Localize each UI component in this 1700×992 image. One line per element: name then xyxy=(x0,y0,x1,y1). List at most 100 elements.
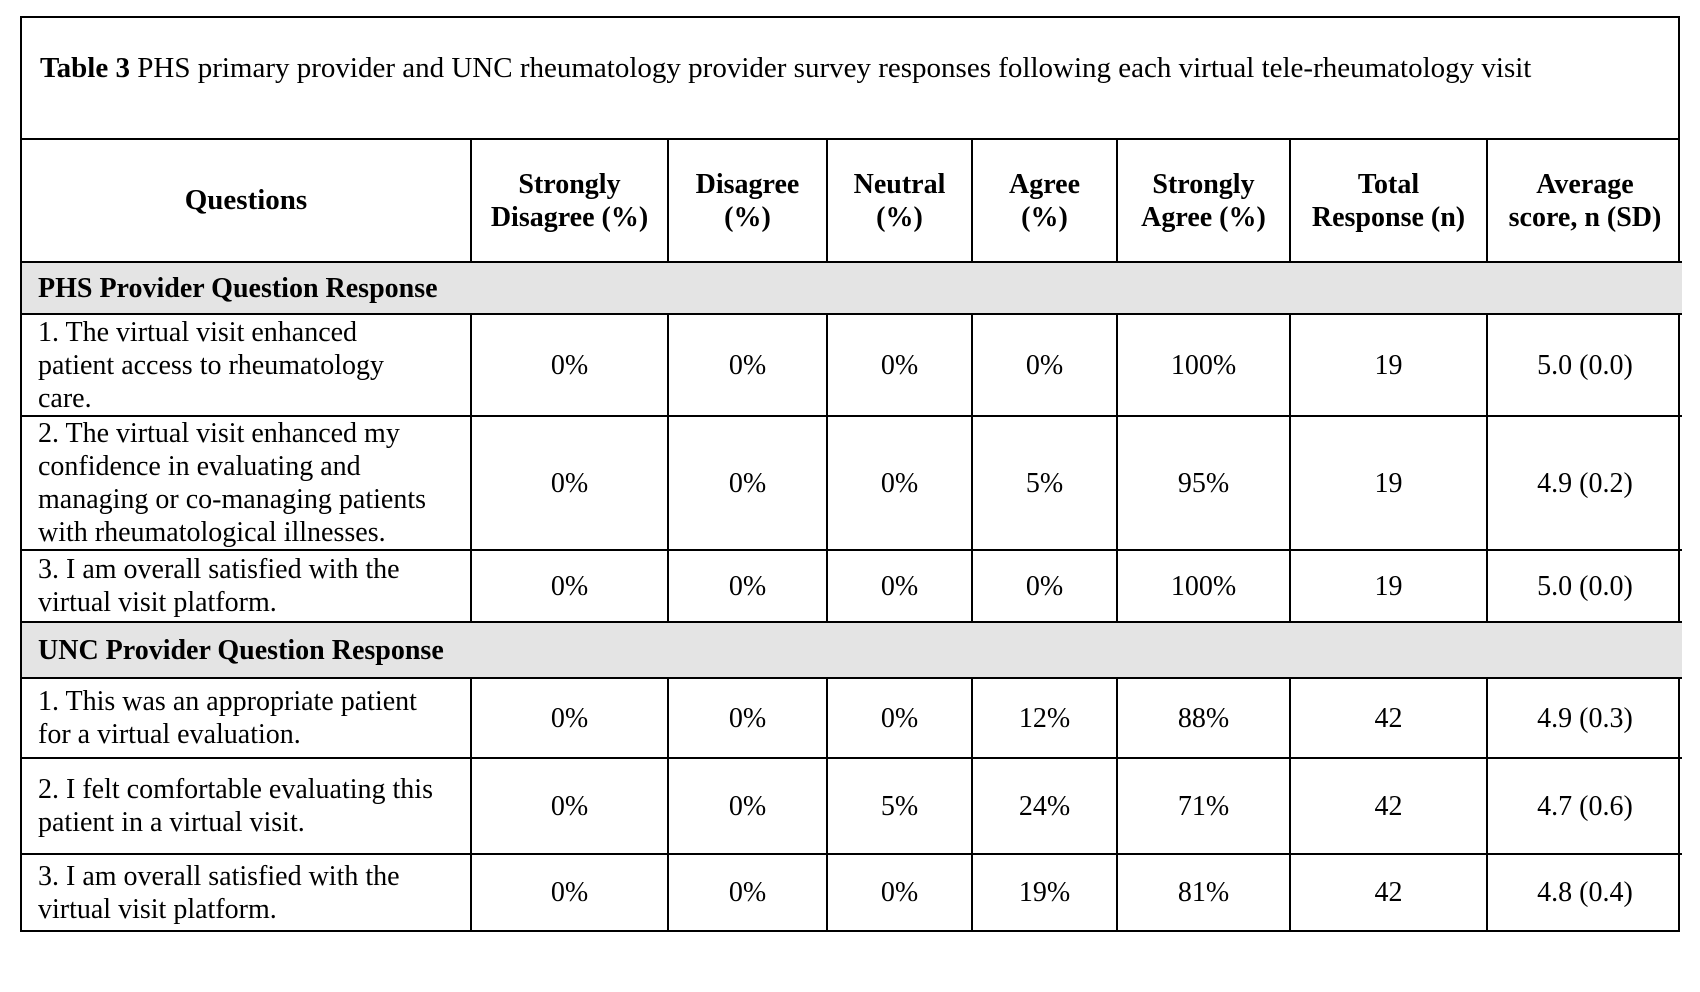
header-row: Questions Strongly Disagree (%) Disagree(… xyxy=(22,140,1682,262)
header-neutral: Neutral (%) xyxy=(827,140,972,262)
total-cell: 42 xyxy=(1290,758,1487,854)
header-strongly-agree: Strongly Agree (%) xyxy=(1117,140,1290,262)
strongly-disagree-cell: 0% xyxy=(471,758,668,854)
neutral-cell: 5% xyxy=(827,758,972,854)
header-strongly-agree-line1: Strongly xyxy=(1152,169,1254,200)
disagree-cell: 0% xyxy=(668,416,827,550)
header-disagree-line2: (%) xyxy=(724,202,771,233)
section-row-unc: UNC Provider Question Response xyxy=(22,622,1682,678)
neutral-cell: 0% xyxy=(827,854,972,930)
table-caption: Table 3 PHS primary provider and UNC rhe… xyxy=(22,18,1678,140)
question-line: virtual visit platform. xyxy=(38,894,277,925)
question-line: 2. I felt comfortable evaluating this xyxy=(38,774,433,805)
agree-cell: 19% xyxy=(972,854,1117,930)
disagree-cell: 0% xyxy=(668,758,827,854)
table-caption-text: PHS primary provider and UNC rheumatolog… xyxy=(130,52,1531,84)
header-strongly-agree-line2: Agree (%) xyxy=(1141,202,1266,233)
question-cell: 1. The virtual visit enhanced patient acc… xyxy=(22,314,471,416)
strongly-agree-cell: 81% xyxy=(1117,854,1290,930)
header-agree: Agree (%) xyxy=(972,140,1117,262)
question-line: confidence in evaluating and xyxy=(38,451,361,482)
agree-cell: 0% xyxy=(972,314,1117,416)
table-caption-label: Table 3 xyxy=(40,52,130,84)
disagree-cell: 0% xyxy=(668,550,827,622)
total-cell: 19 xyxy=(1290,416,1487,550)
agree-cell: 12% xyxy=(972,678,1117,758)
strongly-disagree-cell: 0% xyxy=(471,416,668,550)
strongly-agree-cell: 100% xyxy=(1117,550,1290,622)
strongly-disagree-cell: 0% xyxy=(471,678,668,758)
header-agree-line1: Agree xyxy=(1009,169,1080,200)
total-cell: 42 xyxy=(1290,854,1487,930)
question-line: 1. The virtual visit enhanced xyxy=(38,317,357,348)
survey-table: Questions Strongly Disagree (%) Disagree(… xyxy=(22,140,1682,930)
average-cell: 5.0 (0.0) xyxy=(1487,314,1682,416)
average-cell: 4.9 (0.2) xyxy=(1487,416,1682,550)
agree-cell: 24% xyxy=(972,758,1117,854)
disagree-cell: 0% xyxy=(668,678,827,758)
total-cell: 19 xyxy=(1290,314,1487,416)
average-cell: 5.0 (0.0) xyxy=(1487,550,1682,622)
table-row: 2. The virtual visit enhanced my confiden… xyxy=(22,416,1682,550)
question-line: care. xyxy=(38,383,92,414)
header-strongly-disagree-line1: Strongly xyxy=(518,169,620,200)
strongly-agree-cell: 100% xyxy=(1117,314,1290,416)
strongly-agree-cell: 95% xyxy=(1117,416,1290,550)
table-row: 3. I am overall satisfied with the virtua… xyxy=(22,550,1682,622)
question-line: 2. The virtual visit enhanced my xyxy=(38,418,400,449)
question-cell: 2. I felt comfortable evaluating this pat… xyxy=(22,758,471,854)
total-cell: 19 xyxy=(1290,550,1487,622)
agree-cell: 0% xyxy=(972,550,1117,622)
strongly-disagree-cell: 0% xyxy=(471,550,668,622)
average-cell: 4.9 (0.3) xyxy=(1487,678,1682,758)
neutral-cell: 0% xyxy=(827,314,972,416)
header-average-score-line1: Average xyxy=(1536,169,1633,200)
header-agree-line2: (%) xyxy=(1021,202,1068,233)
question-line: patient access to rheumatology xyxy=(38,350,384,381)
question-cell: 2. The virtual visit enhanced my confiden… xyxy=(22,416,471,550)
question-line: virtual visit platform. xyxy=(38,587,277,618)
header-average-score: Average score, n (SD) xyxy=(1487,140,1682,262)
header-questions: Questions xyxy=(22,140,471,262)
question-line: 3. I am overall satisfied with the xyxy=(38,861,400,892)
strongly-disagree-cell: 0% xyxy=(471,854,668,930)
average-cell: 4.8 (0.4) xyxy=(1487,854,1682,930)
section-title: UNC Provider Question Response xyxy=(22,622,1682,678)
question-line: with rheumatological illnesses. xyxy=(38,517,386,548)
disagree-cell: 0% xyxy=(668,314,827,416)
table-row: 1. This was an appropriate patient for a … xyxy=(22,678,1682,758)
agree-cell: 5% xyxy=(972,416,1117,550)
disagree-cell: 0% xyxy=(668,854,827,930)
question-line: for a virtual evaluation. xyxy=(38,719,301,750)
table-row: 3. I am overall satisfied with the virtua… xyxy=(22,854,1682,930)
header-disagree-line1: Disagree xyxy=(696,169,800,200)
header-average-score-line2: score, n (SD) xyxy=(1509,202,1662,233)
table-body: PHS Provider Question Response 1. The vi… xyxy=(22,262,1682,930)
neutral-cell: 0% xyxy=(827,550,972,622)
section-title: PHS Provider Question Response xyxy=(22,262,1682,314)
question-line: 1. This was an appropriate patient xyxy=(38,686,417,717)
table-row: 2. I felt comfortable evaluating this pat… xyxy=(22,758,1682,854)
strongly-agree-cell: 71% xyxy=(1117,758,1290,854)
table-header: Questions Strongly Disagree (%) Disagree(… xyxy=(22,140,1682,262)
strongly-disagree-cell: 0% xyxy=(471,314,668,416)
table-frame: Table 3 PHS primary provider and UNC rhe… xyxy=(20,16,1680,932)
header-neutral-line2: (%) xyxy=(876,202,923,233)
question-line: 3. I am overall satisfied with the xyxy=(38,554,400,585)
neutral-cell: 0% xyxy=(827,416,972,550)
question-cell: 3. I am overall satisfied with the virtua… xyxy=(22,550,471,622)
section-row-phs: PHS Provider Question Response xyxy=(22,262,1682,314)
neutral-cell: 0% xyxy=(827,678,972,758)
question-cell: 3. I am overall satisfied with the virtua… xyxy=(22,854,471,930)
question-line: patient in a virtual visit. xyxy=(38,807,305,838)
strongly-agree-cell: 88% xyxy=(1117,678,1290,758)
header-total-response: Total Response (n) xyxy=(1290,140,1487,262)
average-cell: 4.7 (0.6) xyxy=(1487,758,1682,854)
header-strongly-disagree: Strongly Disagree (%) xyxy=(471,140,668,262)
header-strongly-disagree-line2: Disagree (%) xyxy=(491,202,648,233)
table-row: 1. The virtual visit enhanced patient acc… xyxy=(22,314,1682,416)
header-total-response-line1: Total xyxy=(1358,169,1419,200)
header-total-response-line2: Response (n) xyxy=(1312,202,1465,233)
question-cell: 1. This was an appropriate patient for a … xyxy=(22,678,471,758)
header-neutral-line1: Neutral xyxy=(854,169,946,200)
